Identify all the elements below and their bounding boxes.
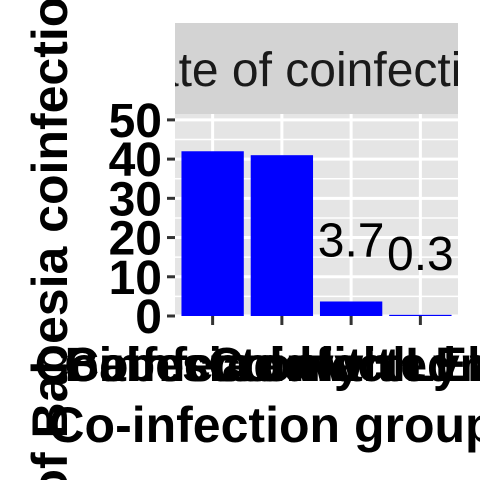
bar — [181, 151, 244, 316]
bar — [250, 155, 314, 316]
x-axis-ticks — [211, 316, 422, 325]
y-tick-label: 40 — [109, 134, 162, 187]
bar-value-label: 3.7 — [318, 214, 385, 267]
x-tick-label: Coinfected with Ehrlichia — [64, 339, 480, 392]
bar-value-label: 0.3 — [387, 228, 454, 281]
x-axis-title: Co-infection group — [48, 397, 480, 453]
x-tick-label: Babesia only — [65, 339, 361, 392]
y-tick-label: 20 — [109, 213, 162, 266]
y-tick-label: 10 — [109, 252, 162, 305]
x-tick-label: Coinfected with all — [208, 339, 480, 392]
bar — [389, 314, 452, 316]
y-tick-label: 30 — [109, 173, 162, 226]
facet-strip — [175, 23, 458, 114]
y-axis-title: Rate of Babesia coinfection — [22, 0, 78, 480]
y-axis-ticks — [167, 118, 175, 318]
data-labels: 3.7 0.3 — [318, 214, 454, 280]
facet-title: Rate of coinfection — [117, 44, 480, 97]
bar — [319, 301, 383, 316]
x-tick-label: Coinfected with Lyme — [35, 339, 480, 392]
y-tick-label: 50 — [109, 95, 162, 148]
bars — [181, 151, 452, 316]
y-tick-label: 0 — [135, 291, 162, 344]
